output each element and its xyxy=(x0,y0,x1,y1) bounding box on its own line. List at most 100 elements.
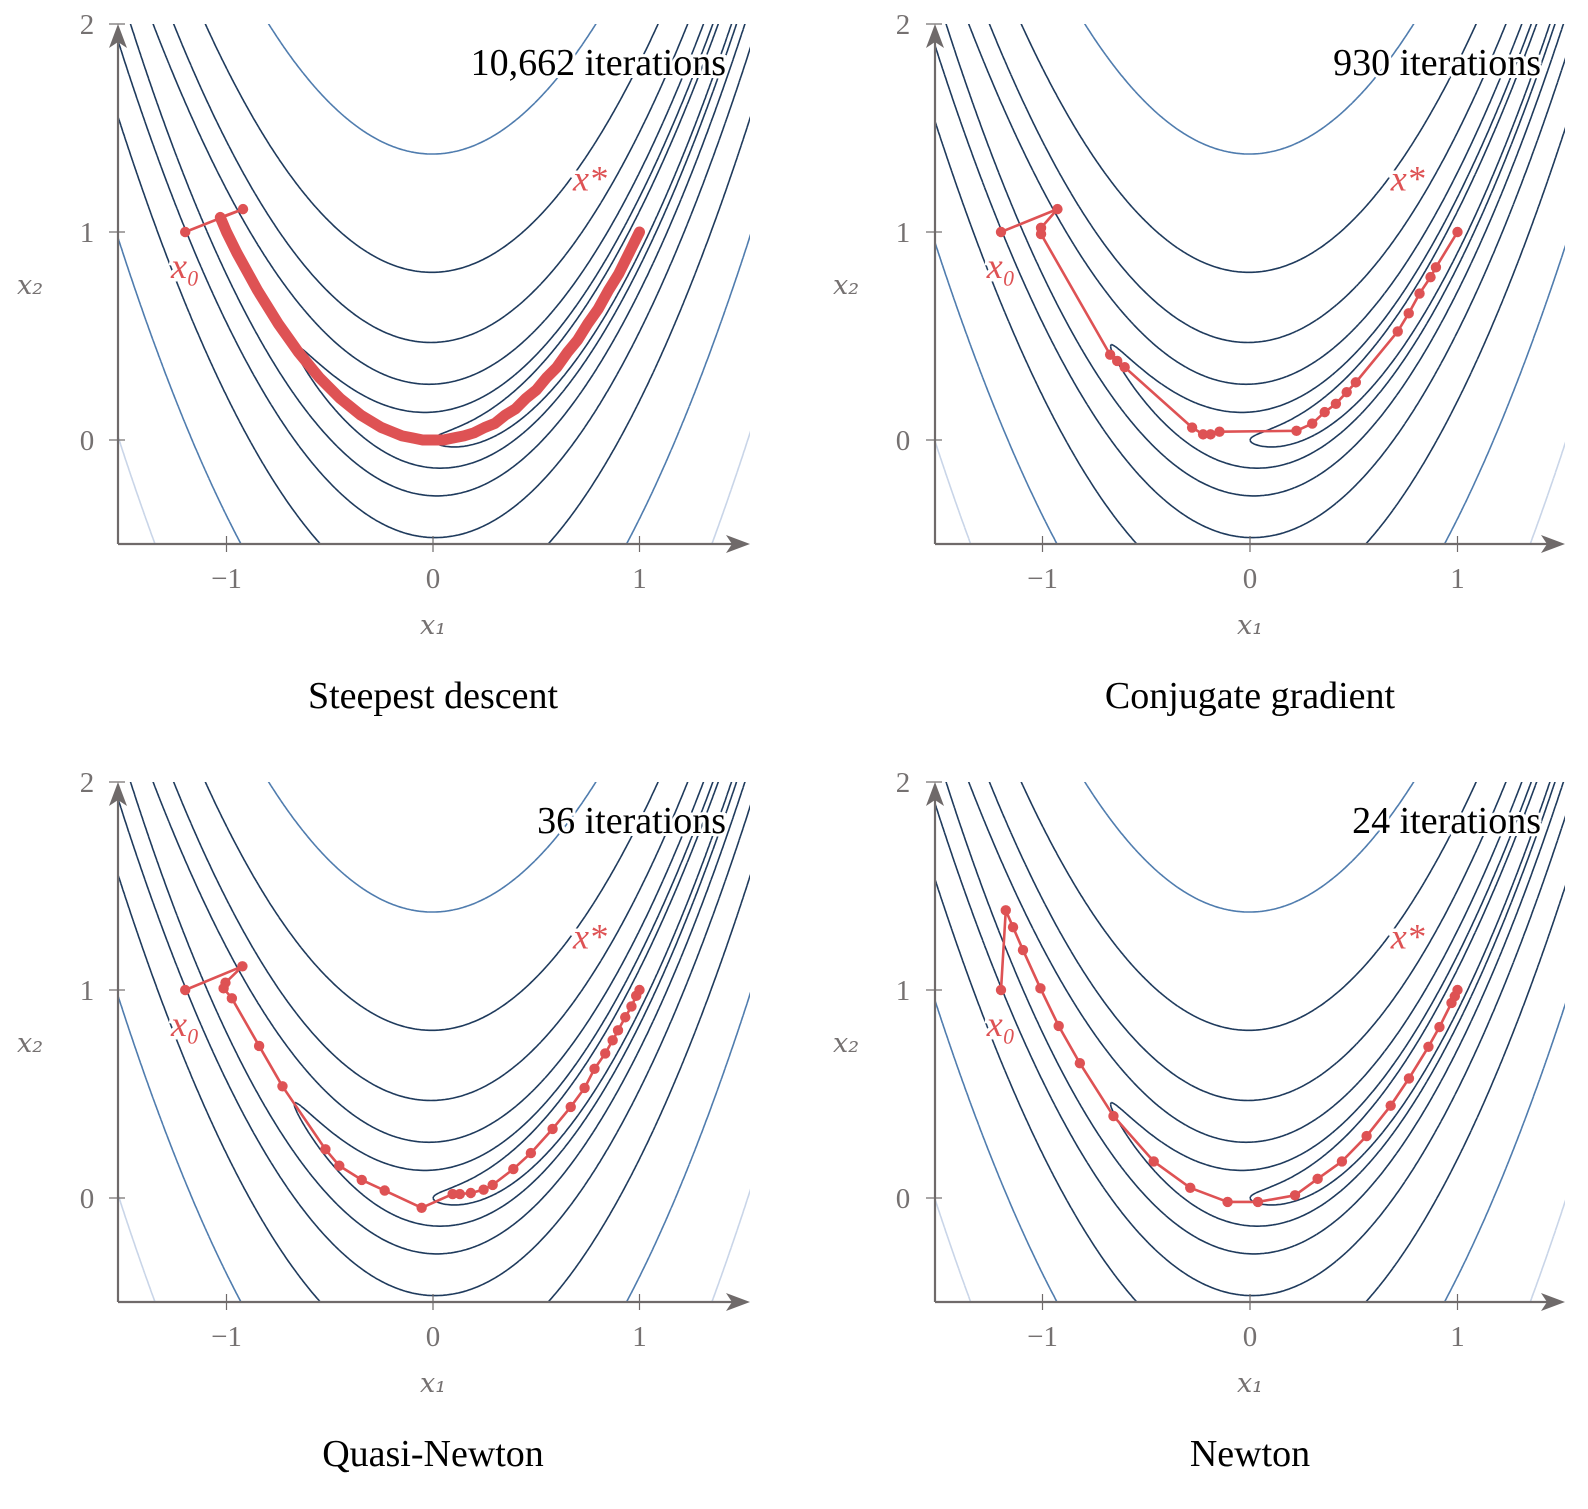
path-point xyxy=(520,393,532,404)
path-point xyxy=(510,403,521,414)
panel-title: Conjugate gradient xyxy=(1105,675,1396,717)
path-point xyxy=(1197,429,1209,440)
path-point xyxy=(1341,386,1352,398)
y-axis-label: x₂ xyxy=(17,1028,43,1059)
path-point xyxy=(1185,1182,1196,1194)
path-point xyxy=(1452,984,1463,996)
path-point xyxy=(180,226,191,238)
path-point xyxy=(1385,1100,1396,1111)
contour-level-5 xyxy=(118,782,750,1302)
y-tick-label: 2 xyxy=(80,9,95,41)
path-point xyxy=(582,318,594,329)
path-point xyxy=(303,359,315,371)
x-tick-label: −1 xyxy=(1027,563,1058,595)
path-point xyxy=(1361,1130,1372,1142)
contour-level-3 xyxy=(118,24,750,539)
contour-level-1 xyxy=(1109,24,1556,469)
path-point xyxy=(1035,983,1046,994)
contour-level-1 xyxy=(293,24,738,469)
path-point xyxy=(1112,355,1123,367)
start-label: x₀ xyxy=(170,1004,200,1044)
iteration-count: 10,662 iterations xyxy=(471,42,726,84)
path-point xyxy=(396,430,408,442)
contour-level-3 xyxy=(935,24,1565,539)
path-point xyxy=(277,1081,288,1092)
path-point xyxy=(379,1185,390,1196)
path-point xyxy=(465,1187,476,1199)
y-tick-label: 0 xyxy=(80,1183,95,1215)
path-point xyxy=(579,1082,590,1094)
path-point xyxy=(226,993,238,1004)
x-tick-label: 0 xyxy=(426,563,441,595)
path-point xyxy=(320,1144,331,1155)
path-point xyxy=(1350,377,1362,388)
path-point xyxy=(613,268,625,279)
path-point xyxy=(1119,362,1130,373)
y-tick-label: 0 xyxy=(80,425,95,457)
path-point xyxy=(237,203,249,215)
y-tick-label: 1 xyxy=(80,975,95,1007)
path-point xyxy=(1222,1196,1233,1208)
path-point xyxy=(427,434,439,446)
path-point xyxy=(1252,1196,1264,1208)
path-point xyxy=(237,961,248,972)
path-point xyxy=(365,416,377,427)
contour-level-2 xyxy=(129,782,746,1255)
contour-level-3 xyxy=(118,782,750,1297)
x-axis-arrow-icon xyxy=(726,1293,750,1311)
contour-lines xyxy=(935,24,1565,544)
path-point xyxy=(1423,1041,1434,1052)
path-point xyxy=(1430,262,1442,273)
path-point xyxy=(478,1184,489,1195)
y-axis-label: x₂ xyxy=(833,1028,859,1059)
optimum-label: x* xyxy=(1390,158,1425,198)
path-point xyxy=(541,372,552,383)
x-axis-arrow-icon xyxy=(1541,1293,1565,1311)
path-point xyxy=(600,1048,611,1059)
path-point xyxy=(1017,944,1029,956)
path-point xyxy=(1403,1073,1415,1084)
contour-lines xyxy=(118,24,750,544)
contour-level-4 xyxy=(118,24,750,544)
optimization-path xyxy=(995,203,1463,440)
x-axis-arrow-icon xyxy=(726,535,750,553)
path-point xyxy=(334,393,346,404)
path-point xyxy=(458,430,470,442)
path-point xyxy=(1074,1058,1086,1069)
contour-level-6 xyxy=(935,1196,1565,1302)
path-point xyxy=(1104,349,1116,360)
path-point xyxy=(438,434,449,446)
start-label: x₀ xyxy=(986,246,1016,286)
path-point xyxy=(334,1160,345,1171)
path-point xyxy=(1186,422,1198,433)
start-label: x₀ xyxy=(170,246,200,286)
path-dense-band xyxy=(214,211,645,446)
y-tick-label: 2 xyxy=(80,767,95,799)
x-tick-label: 0 xyxy=(1243,1321,1258,1353)
contour-panel-1: −1 0 1 0 1 2 x₁ x₂ x* x₀ 10,662 iterations Steepest… xyxy=(17,9,750,717)
path-point xyxy=(253,1040,265,1052)
contour-level-1 xyxy=(1109,782,1556,1227)
path-point xyxy=(995,984,1007,996)
iteration-count: 36 iterations xyxy=(537,800,726,842)
panel-title: Steepest descent xyxy=(308,675,559,717)
axes: −1 0 1 0 1 2 xyxy=(896,767,1565,1353)
panel-title: Newton xyxy=(1190,1433,1310,1475)
path-line xyxy=(1000,207,1459,436)
path-point xyxy=(1214,426,1225,437)
path-point xyxy=(314,372,325,383)
path-point xyxy=(1414,288,1425,299)
y-axis-label: x₂ xyxy=(17,270,43,301)
contour-level-6 xyxy=(118,1188,750,1302)
path-point xyxy=(1307,418,1318,429)
x-tick-label: −1 xyxy=(211,563,242,595)
path-point xyxy=(995,226,1007,238)
path-point xyxy=(1205,429,1216,440)
axes: −1 0 1 0 1 2 xyxy=(896,9,1565,595)
y-tick-label: 1 xyxy=(896,217,911,249)
contour-panel-4: −1 0 1 0 1 2 x₁ x₂ x* x₀ 24 iterations Newton xyxy=(833,767,1565,1475)
contour-level-2 xyxy=(129,24,746,497)
axes: −1 0 1 0 1 2 xyxy=(80,9,750,595)
x-axis-label: x₁ xyxy=(420,1368,446,1399)
path-point xyxy=(1052,203,1063,215)
